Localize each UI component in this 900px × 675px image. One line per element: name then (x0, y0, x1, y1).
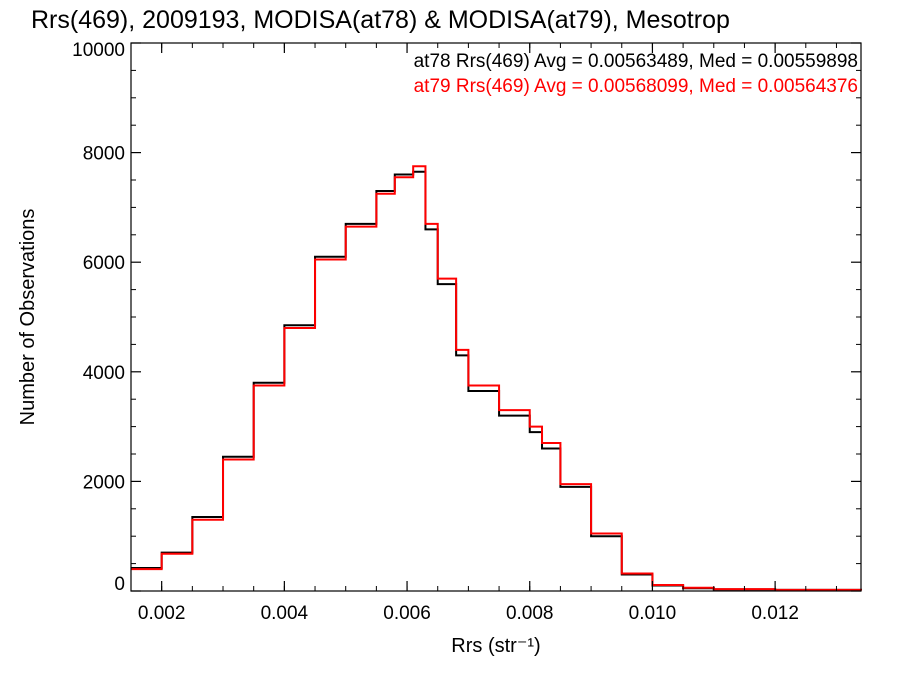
y-axis: 0 2000 4000 6000 8000 10000 (72, 40, 861, 595)
y-tick-label: 4000 (83, 363, 125, 384)
x-axis: 0.002 0.004 0.006 0.008 0.010 0.012 (138, 43, 837, 624)
x-axis-label: Rrs (str⁻¹) (451, 635, 540, 657)
legend: at78 Rrs(469) Avg = 0.00563489, Med = 0.… (414, 51, 858, 97)
chart-title: Rrs(469), 2009193, MODISA(at78) & MODISA… (31, 6, 730, 34)
legend-entry-at78: at78 Rrs(469) Avg = 0.00563489, Med = 0.… (414, 51, 858, 72)
y-tick-label: 6000 (83, 253, 125, 274)
legend-entry-at79: at79 Rrs(469) Avg = 0.00568099, Med = 0.… (414, 76, 858, 97)
x-tick-label: 0.010 (629, 603, 677, 624)
series-line-at79 (131, 165, 862, 591)
x-tick-label: 0.006 (383, 603, 431, 624)
x-tick-label: 0.004 (261, 603, 309, 624)
y-tick-label: 2000 (83, 472, 125, 493)
plot-area (131, 165, 862, 591)
y-axis-label: Number of Observations (17, 209, 39, 426)
y-tick-label: 10000 (72, 40, 125, 61)
y-tick-label: 8000 (83, 144, 125, 165)
series-line-at78 (131, 170, 862, 591)
y-tick-label: 0 (114, 574, 125, 595)
x-tick-label: 0.008 (506, 603, 554, 624)
plot-frame (130, 42, 862, 592)
x-tick-label: 0.002 (138, 603, 186, 624)
x-tick-label: 0.012 (751, 603, 799, 624)
